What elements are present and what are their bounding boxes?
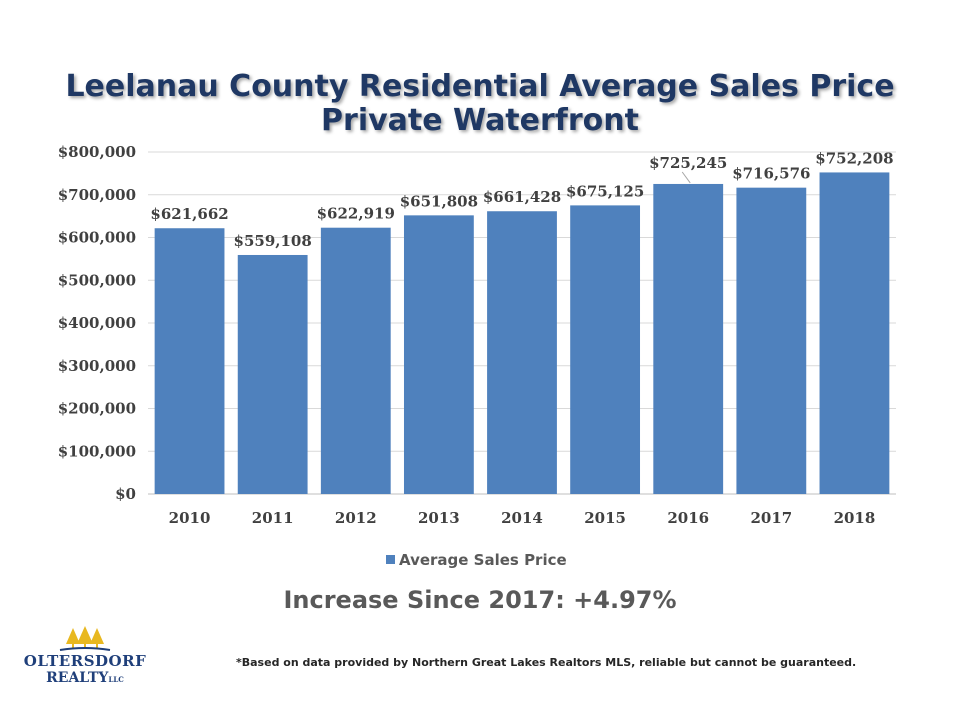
bar-2017 [736, 187, 807, 494]
y-tick-label: $0 [115, 485, 136, 503]
x-tick-label: 2013 [418, 509, 460, 527]
data-label: $675,125 [566, 182, 644, 200]
x-tick-label: 2017 [750, 509, 792, 527]
y-tick-label: $800,000 [58, 143, 136, 161]
bar-2015 [570, 205, 641, 494]
bar-2018 [819, 172, 890, 494]
bar-2014 [487, 211, 557, 494]
y-tick-label: $200,000 [58, 400, 136, 418]
bar-2016 [653, 183, 724, 494]
x-tick-label: 2011 [252, 509, 294, 527]
data-label: $559,108 [234, 232, 312, 250]
data-label: $725,245 [649, 154, 727, 172]
legend-swatch [386, 555, 395, 564]
footnote: *Based on data provided by Northern Grea… [236, 656, 857, 669]
data-label-leader [681, 171, 691, 184]
bar-2010 [154, 228, 225, 494]
trees-icon [59, 626, 111, 651]
y-tick-label: $500,000 [58, 271, 136, 289]
x-tick-label: 2016 [667, 509, 709, 527]
y-tick-label: $300,000 [58, 357, 136, 375]
logo-realty-text: REALTY [46, 670, 109, 686]
y-tick-label: $100,000 [58, 442, 136, 460]
y-tick-label: $700,000 [58, 186, 136, 204]
logo-llc: LLC [108, 675, 124, 684]
data-label: $716,576 [732, 165, 810, 183]
bar-chart: $0 $100,000 $200,000 $300,000 $400,000 $500,0… [58, 143, 896, 569]
data-label: $752,208 [815, 149, 893, 167]
bar-2012 [320, 227, 391, 494]
logo-name: OLTERSDORF [23, 652, 147, 670]
company-logo: OLTERSDORF REALTYLLC [20, 624, 150, 694]
data-label: $622,919 [317, 205, 395, 223]
data-label: $651,808 [400, 192, 478, 210]
bar-2011 [237, 254, 308, 494]
x-tick-label: 2014 [501, 509, 543, 527]
x-tick-label: 2018 [834, 509, 876, 527]
logo-realty: REALTYLLC [20, 670, 150, 686]
x-tick-label: 2015 [584, 509, 626, 527]
chart-title: Leelanau County Residential Average Sale… [65, 69, 895, 104]
x-tick-label: 2012 [335, 509, 377, 527]
y-tick-label: $600,000 [58, 229, 136, 247]
bar-2013 [403, 215, 474, 494]
chart-subtitle: Private Waterfront [321, 103, 639, 138]
data-label: $621,662 [150, 205, 228, 223]
increase-summary: Increase Since 2017: +4.97% [283, 586, 677, 614]
data-label: $661,428 [483, 188, 561, 206]
y-tick-label: $400,000 [58, 314, 136, 332]
legend-label: Average Sales Price [399, 551, 567, 569]
x-tick-label: 2010 [169, 509, 211, 527]
